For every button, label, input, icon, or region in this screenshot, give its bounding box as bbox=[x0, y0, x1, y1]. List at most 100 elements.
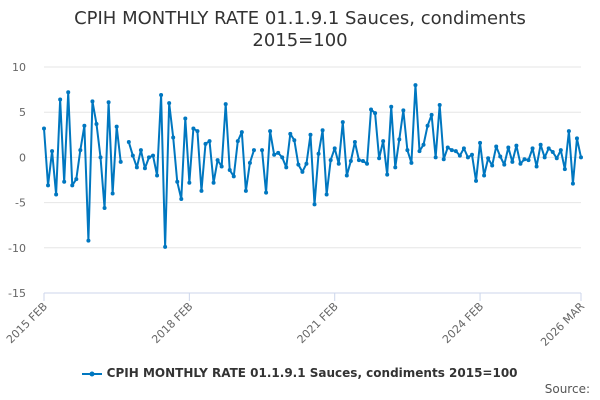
data-point bbox=[239, 130, 244, 135]
data-point bbox=[461, 146, 466, 151]
data-point bbox=[284, 165, 289, 170]
y-tick-label: 5 bbox=[19, 106, 26, 119]
data-point bbox=[247, 160, 252, 165]
data-point bbox=[474, 178, 479, 183]
data-point bbox=[42, 126, 46, 131]
data-point bbox=[413, 83, 418, 88]
data-point bbox=[82, 123, 87, 128]
data-point bbox=[264, 190, 269, 195]
data-point bbox=[134, 165, 139, 170]
data-point bbox=[579, 155, 583, 160]
data-point bbox=[465, 155, 470, 160]
data-point bbox=[50, 149, 55, 154]
data-point bbox=[336, 161, 341, 166]
data-point bbox=[530, 146, 535, 151]
y-tick-label: -5 bbox=[15, 197, 26, 210]
data-point bbox=[469, 152, 474, 157]
data-point bbox=[332, 146, 337, 151]
data-point bbox=[522, 157, 527, 162]
data-point bbox=[175, 179, 180, 184]
data-point bbox=[195, 129, 200, 134]
data-point bbox=[453, 149, 458, 154]
data-point bbox=[574, 136, 579, 141]
data-point bbox=[251, 148, 256, 153]
data-point bbox=[385, 172, 390, 177]
data-point bbox=[538, 142, 543, 147]
data-point bbox=[348, 159, 353, 164]
data-point bbox=[130, 153, 135, 158]
data-point bbox=[506, 145, 511, 150]
data-point bbox=[562, 167, 567, 172]
data-point bbox=[550, 149, 555, 154]
data-point bbox=[312, 202, 317, 207]
data-point bbox=[126, 140, 131, 145]
data-point bbox=[102, 206, 107, 211]
data-point bbox=[437, 102, 442, 107]
data-point bbox=[118, 159, 123, 164]
legend-line-marker-icon bbox=[82, 371, 103, 376]
data-point bbox=[365, 161, 370, 166]
data-point bbox=[110, 191, 115, 196]
legend-label: CPIH MONTHLY RATE 01.1.9.1 Sauces, condi… bbox=[106, 366, 518, 380]
data-point bbox=[389, 104, 394, 109]
data-point bbox=[70, 183, 75, 188]
data-point bbox=[308, 132, 313, 137]
data-point bbox=[490, 163, 495, 168]
data-point bbox=[320, 128, 325, 133]
data-point bbox=[570, 181, 575, 186]
data-point bbox=[518, 161, 523, 166]
data-point bbox=[235, 139, 240, 144]
data-point bbox=[300, 169, 305, 174]
data-point bbox=[142, 166, 147, 171]
data-point bbox=[393, 165, 398, 170]
data-point bbox=[207, 139, 212, 144]
data-point bbox=[486, 156, 491, 161]
data-point bbox=[373, 111, 378, 116]
data-point bbox=[441, 157, 446, 162]
data-point bbox=[159, 93, 164, 98]
data-point bbox=[288, 131, 293, 136]
data-point bbox=[340, 120, 345, 125]
data-point bbox=[280, 155, 285, 160]
y-tick-label: -10 bbox=[8, 242, 26, 255]
data-point bbox=[360, 159, 365, 164]
data-point bbox=[62, 179, 67, 184]
data-point bbox=[304, 161, 309, 166]
data-point bbox=[425, 123, 430, 128]
data-point bbox=[292, 138, 297, 143]
data-point bbox=[316, 151, 321, 156]
data-point bbox=[377, 156, 382, 161]
y-tick-label: -15 bbox=[8, 287, 26, 300]
data-point bbox=[243, 188, 248, 193]
data-point bbox=[409, 160, 414, 165]
series-line bbox=[261, 84, 582, 206]
data-point bbox=[296, 162, 301, 167]
data-point bbox=[369, 107, 374, 112]
data-point bbox=[397, 137, 402, 142]
data-point bbox=[546, 146, 551, 151]
y-tick-label: 0 bbox=[19, 151, 26, 164]
x-tick-label: 2015 FEB bbox=[4, 300, 50, 346]
data-point bbox=[90, 99, 95, 104]
data-point bbox=[155, 173, 160, 178]
data-point bbox=[502, 162, 507, 167]
data-point bbox=[328, 158, 333, 163]
x-tick-label: 2018 FEB bbox=[149, 300, 195, 346]
data-point bbox=[554, 156, 559, 161]
data-point bbox=[494, 144, 499, 149]
data-point bbox=[203, 141, 208, 146]
x-tick-label: 2026 MAR bbox=[538, 300, 587, 349]
legend[interactable]: CPIH MONTHLY RATE 01.1.9.1 Sauces, condi… bbox=[0, 366, 600, 380]
data-point bbox=[199, 188, 204, 193]
data-point bbox=[268, 129, 273, 134]
data-point bbox=[433, 155, 438, 160]
data-point bbox=[478, 140, 483, 145]
data-point bbox=[272, 152, 277, 157]
data-point bbox=[542, 155, 547, 160]
data-point bbox=[344, 173, 349, 178]
data-point bbox=[445, 145, 450, 150]
y-tick-label: 10 bbox=[12, 61, 26, 74]
data-point bbox=[215, 158, 220, 163]
data-point bbox=[514, 143, 519, 148]
